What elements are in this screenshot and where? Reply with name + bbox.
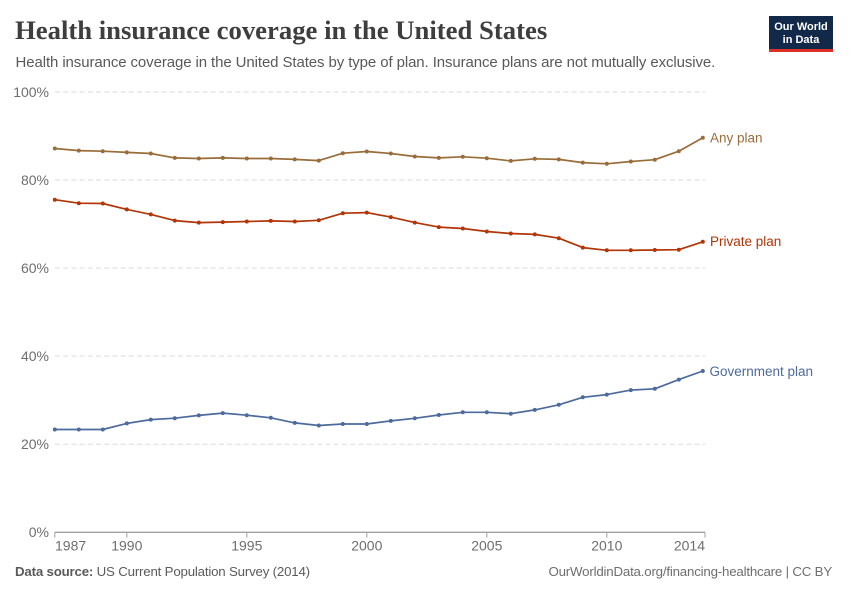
svg-text:2010: 2010 [591,538,622,554]
svg-text:1990: 1990 [111,538,142,554]
svg-text:0%: 0% [29,524,49,540]
svg-text:Any plan: Any plan [710,131,763,146]
svg-text:80%: 80% [21,172,49,188]
svg-text:100%: 100% [13,84,49,100]
svg-text:Government plan: Government plan [710,364,814,379]
svg-text:2000: 2000 [351,538,382,554]
svg-text:1987: 1987 [55,538,86,554]
svg-text:1995: 1995 [231,538,262,554]
svg-text:60%: 60% [21,260,49,276]
svg-text:2014: 2014 [674,538,705,554]
svg-text:2005: 2005 [471,538,502,554]
svg-text:Private plan: Private plan [710,234,781,249]
svg-text:20%: 20% [21,436,49,452]
svg-text:40%: 40% [21,348,49,364]
